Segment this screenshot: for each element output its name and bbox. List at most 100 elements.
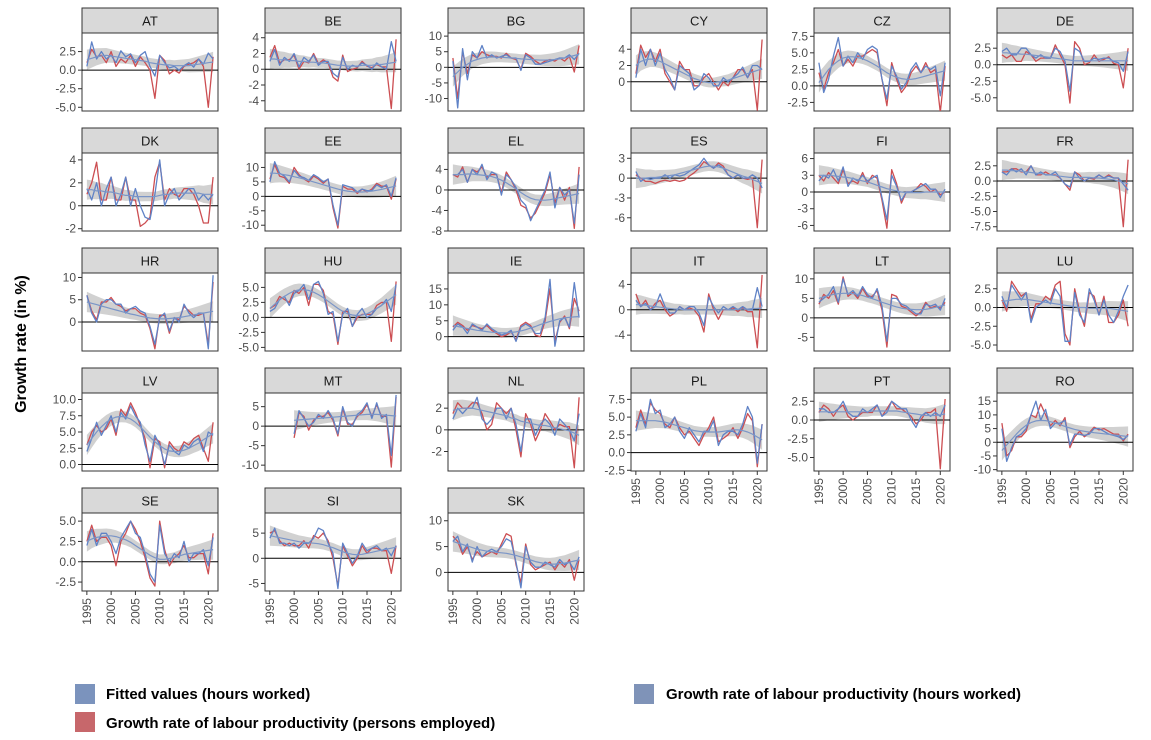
facet-grid: AT-5.0-2.50.02.5BE-4-2024BG-10-50510CY02…	[53, 7, 1134, 625]
facet-panel	[996, 32, 1134, 112]
y-tick-label: 0	[69, 199, 76, 213]
facet-ie: IE 0 5 10 15	[429, 247, 585, 352]
facet-strip-label: DK	[141, 134, 159, 149]
facet-pt: PT -5.0 -2.5 0.0 2.5 1995 2000 2005 2010 2015 2020	[787, 367, 951, 505]
y-tick-label: -2.5	[970, 189, 991, 203]
y-tick-label: 2	[69, 176, 76, 190]
facet-plot-area	[265, 161, 401, 229]
facet-plot-area	[814, 165, 950, 229]
y-tick-label: 0.0	[974, 301, 991, 315]
y-tick-label: 0	[69, 315, 76, 329]
y-tick-label: -5	[431, 76, 442, 90]
y-tick-label: -2.5	[970, 319, 991, 333]
facet-cy: CY 0 2 4	[618, 7, 768, 112]
y-tick-label: 7.5	[791, 29, 808, 43]
y-tick-label: -5.0	[55, 100, 76, 114]
y-tick-label: 15	[429, 282, 443, 296]
series-line-hours-worked	[635, 398, 763, 464]
facet-strip-label: BE	[324, 14, 342, 29]
series-line-hours-worked	[635, 157, 763, 189]
fitted-confidence-band	[86, 179, 214, 205]
y-tick-label: 6	[801, 152, 808, 166]
x-tick-label: 2010	[1068, 478, 1082, 505]
series-line-fitted	[86, 535, 214, 560]
facet-se: SE -2.5 0.0 2.5 5.0 1995 2000 2005 2010 2015 2020	[55, 487, 219, 625]
y-tick-label: -2	[248, 78, 259, 92]
facet-strip-label: BG	[507, 14, 526, 29]
facet-strip-label: DE	[1056, 14, 1074, 29]
fitted-confidence-band	[1001, 414, 1129, 461]
y-tick-label: -2.5	[970, 74, 991, 88]
series-line-hours-worked	[818, 36, 946, 100]
legend-label-hours: Growth rate of labour productivity (hour…	[666, 686, 1021, 703]
series-line-fitted	[452, 173, 580, 201]
x-tick-label: 2015	[909, 478, 923, 505]
y-tick-label: 4	[618, 42, 625, 56]
series-line-hours-worked	[293, 394, 397, 457]
facet-strip	[996, 127, 1134, 154]
facet-strip	[447, 247, 585, 274]
y-tick-label: 10	[63, 270, 77, 284]
y-tick-label: -2.5	[787, 432, 808, 446]
y-tick-label: 0.0	[791, 413, 808, 427]
facet-strip	[996, 7, 1134, 34]
y-tick-label: 5	[984, 422, 991, 436]
legend-key-persons	[75, 712, 95, 732]
y-tick-label: 4	[435, 162, 442, 176]
facet-strip	[630, 127, 768, 154]
series-line-hours-worked	[818, 278, 946, 342]
y-tick-label: 5	[435, 45, 442, 59]
series-line-hours-worked	[452, 396, 580, 453]
y-tick-label: 0	[801, 185, 808, 199]
facet-pl: PL -2.5 0.0 2.5 5.0 7.5 1995 2000 2005 2010 2015 20…	[604, 367, 768, 505]
x-tick-label: 1995	[80, 598, 94, 625]
y-tick-label: 5.0	[242, 280, 259, 294]
facet-dk: DK -2 0 2 4	[65, 127, 219, 236]
series-line-fitted	[269, 289, 397, 317]
series-line-hours-worked	[86, 275, 214, 350]
facet-si: SI -5 0 5 1995 2000 2005 2010 2015 2020	[248, 487, 402, 625]
y-tick-label: 2.5	[608, 428, 625, 442]
facet-plot-area	[82, 402, 218, 469]
facet-strip-label: EL	[508, 134, 524, 149]
facet-plot-area	[265, 280, 401, 346]
y-tick-label: 0	[801, 311, 808, 325]
y-tick-label: -2.5	[55, 575, 76, 589]
y-tick-label: -5	[980, 449, 991, 463]
facet-strip	[264, 127, 402, 154]
x-tick-label: 2010	[153, 598, 167, 625]
series-line-fitted	[269, 535, 397, 556]
y-tick-label: 0.0	[59, 458, 76, 472]
y-tick-label: 2.5	[59, 534, 76, 548]
series-line-fitted	[86, 415, 214, 453]
series-line-persons-employed	[269, 529, 397, 587]
facet-plot-area	[631, 398, 767, 468]
facet-plot-area	[82, 520, 218, 587]
facet-lt: LT -5 0 5 10	[795, 247, 951, 352]
y-tick-label: 2.5	[974, 41, 991, 55]
y-tick-label: 2.5	[974, 159, 991, 173]
y-tick-label: 0	[252, 419, 259, 433]
y-tick-label: 0	[435, 330, 442, 344]
y-tick-label: 2.5	[791, 394, 808, 408]
y-tick-label: 10	[246, 160, 260, 174]
series-line-hours-worked	[818, 400, 946, 429]
y-tick-label: 10	[429, 29, 443, 43]
facet-plot-area	[448, 44, 584, 109]
y-tick-label: -10	[242, 218, 260, 232]
y-tick-label: -5	[248, 439, 259, 453]
x-tick-label: 2000	[836, 478, 850, 505]
legend-label-fitted: Fitted values (hours worked)	[106, 686, 310, 703]
x-tick-label: 2005	[1043, 478, 1057, 505]
facet-strip-label: NL	[508, 374, 525, 389]
facet-plot-area	[631, 39, 767, 111]
x-tick-label: 2015	[177, 598, 191, 625]
facet-strip	[630, 247, 768, 274]
facet-strip	[813, 127, 951, 154]
y-tick-label: 0.0	[974, 174, 991, 188]
x-tick-label: 2010	[885, 478, 899, 505]
y-tick-label: 5	[252, 175, 259, 189]
y-tick-label: -5.0	[970, 205, 991, 219]
